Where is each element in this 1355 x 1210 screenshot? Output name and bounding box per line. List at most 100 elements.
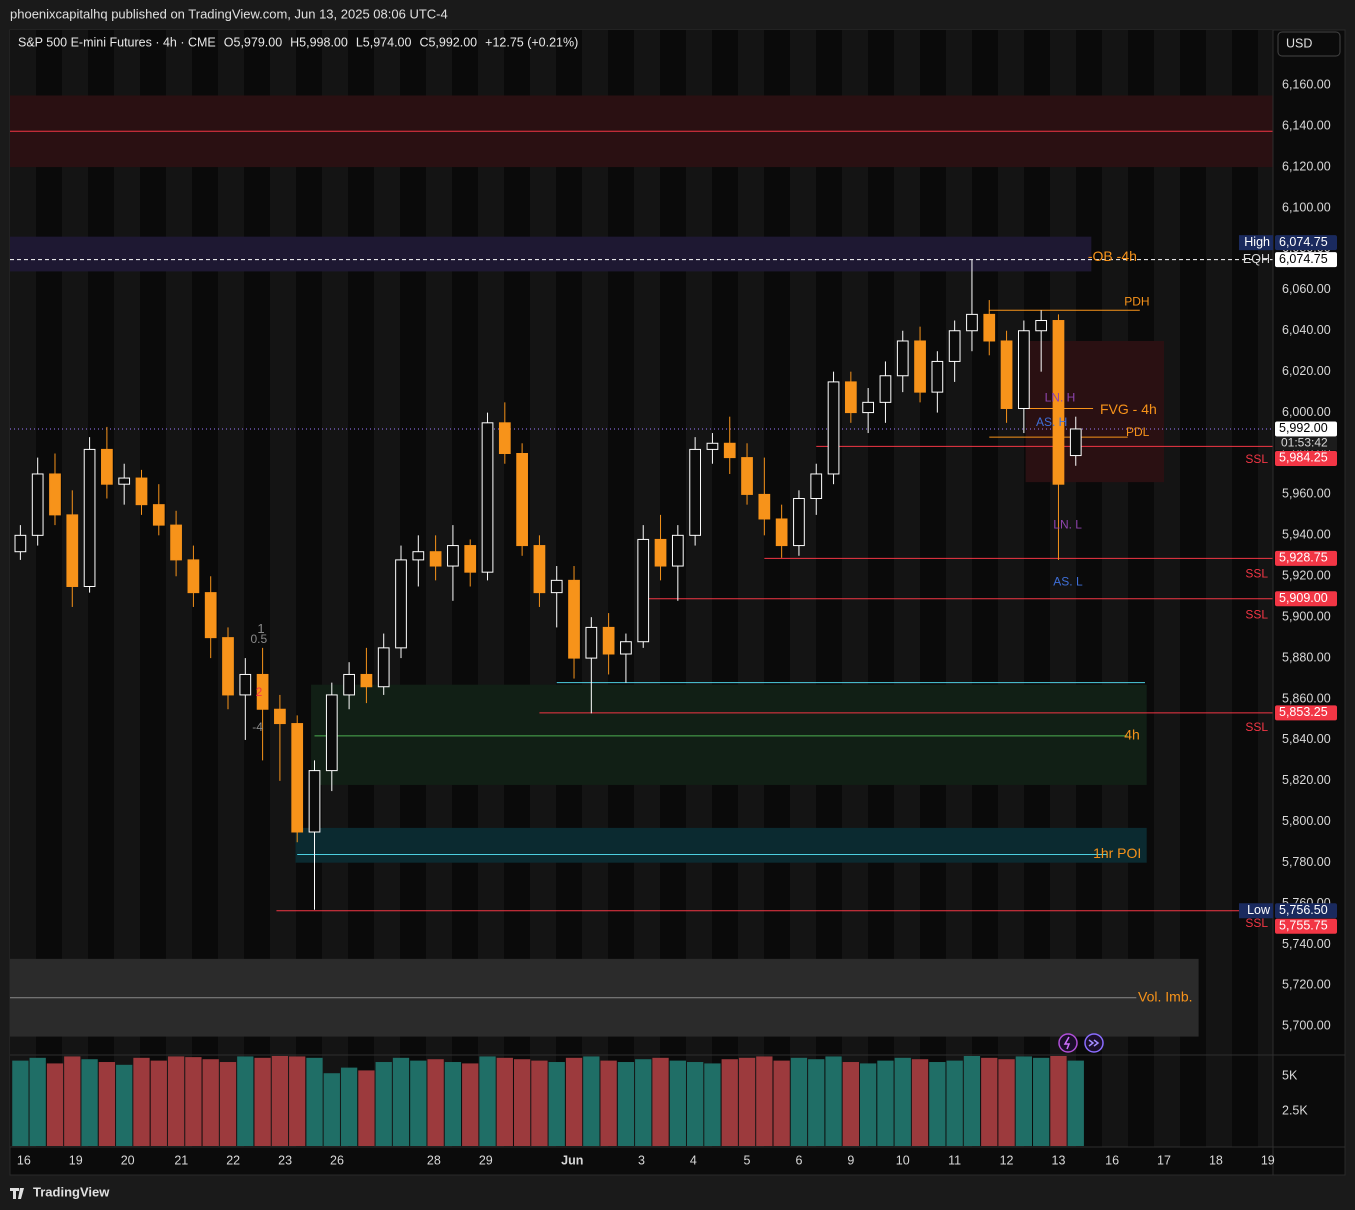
price-tag-box	[1275, 421, 1337, 437]
candle-body	[204, 592, 217, 639]
candle-body	[377, 647, 390, 688]
candle-body	[274, 708, 286, 725]
candle-body	[152, 504, 165, 526]
candle-body	[637, 538, 650, 643]
annotation-label: 2	[256, 685, 263, 699]
volume-bar	[98, 1062, 116, 1146]
candle-body	[498, 422, 511, 455]
candle-body	[948, 330, 961, 362]
x-tick-label: 11	[948, 1153, 961, 1167]
alert-icon[interactable]	[1058, 1033, 1078, 1053]
volume-bar	[289, 1056, 306, 1146]
x-tick-label: 22	[226, 1153, 240, 1167]
x-tick-label: 28	[427, 1153, 441, 1167]
volume-bar	[323, 1073, 340, 1146]
volume-bar	[738, 1057, 756, 1146]
price-tag-label: 5,756.50	[1279, 903, 1328, 917]
price-tag: 6,074.75 EQH	[1243, 252, 1337, 268]
volume-bar	[46, 1063, 64, 1146]
volume-bar	[167, 1056, 185, 1146]
x-tick-label: 18	[1209, 1153, 1223, 1167]
candle-body	[793, 498, 805, 547]
ohlc-value: O5,979.00	[224, 35, 282, 49]
candle-body	[879, 375, 892, 403]
price-tag-box	[1275, 705, 1337, 721]
price-tag-prefix: Low	[1247, 903, 1271, 917]
volume-bar	[306, 1057, 323, 1146]
candle-body	[256, 673, 269, 710]
price-tag-label: 5,928.75	[1279, 551, 1328, 565]
annotation-label: Vol. Imb.	[1138, 988, 1192, 1004]
candle-body	[516, 453, 528, 547]
annotation-label: LN. H	[1045, 390, 1076, 404]
volume-bar	[686, 1062, 704, 1146]
candle-body	[827, 381, 840, 475]
currency-button[interactable]	[1277, 31, 1341, 57]
y-tick-label: 6,000.00	[1282, 405, 1331, 419]
y-tick-label: 6,060.00	[1282, 282, 1331, 296]
candle-body	[464, 545, 477, 573]
currency-label[interactable]: USD	[1286, 36, 1312, 50]
candle-body	[862, 401, 875, 414]
price-tag-box	[1275, 903, 1337, 919]
annotation-label: -4	[252, 720, 263, 734]
candle-body	[308, 770, 321, 833]
y-tick-label: 6,120.00	[1282, 159, 1331, 173]
x-tick-label: 26	[330, 1153, 344, 1167]
candle-body	[343, 673, 355, 696]
volume-bar	[116, 1064, 133, 1146]
volume-bar	[12, 1060, 29, 1146]
annotation-label: AS. H	[1036, 415, 1067, 429]
x-tick-label: 16	[17, 1153, 31, 1167]
x-tick-label: 13	[1052, 1153, 1066, 1167]
price-tag-label: 6,074.75	[1279, 235, 1328, 249]
volume-bar	[358, 1070, 375, 1146]
candle-body	[1000, 340, 1013, 409]
volume-bar	[133, 1057, 150, 1146]
price-tag-prefix: EQH	[1243, 252, 1270, 266]
volume-bar	[669, 1060, 686, 1146]
candle-body	[135, 477, 148, 506]
candle-body	[758, 493, 771, 520]
candle-body	[187, 559, 200, 594]
annotation-label: 1	[257, 621, 264, 636]
volume-bar	[219, 1062, 237, 1146]
x-tick-label: Jun	[561, 1153, 583, 1167]
volume-bar	[981, 1057, 998, 1146]
ohlc-value: L5,974.00	[356, 35, 412, 49]
ohlc-value: +12.75 (+0.21%)	[485, 35, 578, 49]
candle-body	[1069, 428, 1082, 457]
price-tag: 5,928.75	[1275, 551, 1337, 566]
volume-bar	[842, 1062, 859, 1146]
volume-bar	[946, 1060, 963, 1146]
price-tag-box	[1275, 252, 1337, 268]
annotation-label: SSL	[1245, 916, 1268, 930]
alert-bolt	[1063, 1036, 1071, 1050]
candle-body	[602, 626, 615, 655]
countdown-label: 01:53:42	[1281, 436, 1328, 450]
volume-bar	[859, 1063, 877, 1146]
volume-bar	[1067, 1060, 1084, 1146]
candle-body	[689, 448, 701, 536]
volume-bar	[496, 1057, 513, 1146]
volume-bar	[444, 1062, 462, 1146]
annotation-label: SSL	[1245, 720, 1268, 734]
annotation-label: PDH	[1124, 294, 1149, 308]
volume-bar	[773, 1060, 790, 1146]
price-tag-label: 5,853.25	[1279, 705, 1328, 719]
price-tag-box	[1275, 235, 1337, 251]
x-tick-label: 23	[278, 1153, 292, 1167]
x-tick-label: 12	[1000, 1153, 1014, 1167]
volume-bar	[410, 1060, 427, 1146]
candle-body	[170, 524, 182, 561]
candle-body	[14, 534, 27, 553]
y-tick-label: 6,140.00	[1282, 118, 1331, 132]
candle-body	[83, 448, 96, 587]
volume-bar	[877, 1060, 894, 1146]
candle-body	[810, 473, 823, 500]
candle-body	[983, 313, 996, 342]
volume-bar	[375, 1062, 392, 1146]
plot-area: -OB -4h PDH LN. H FVG - 4h AS. H PDL SSL LN. L S…	[10, 95, 1273, 1146]
candle-body	[481, 422, 494, 573]
